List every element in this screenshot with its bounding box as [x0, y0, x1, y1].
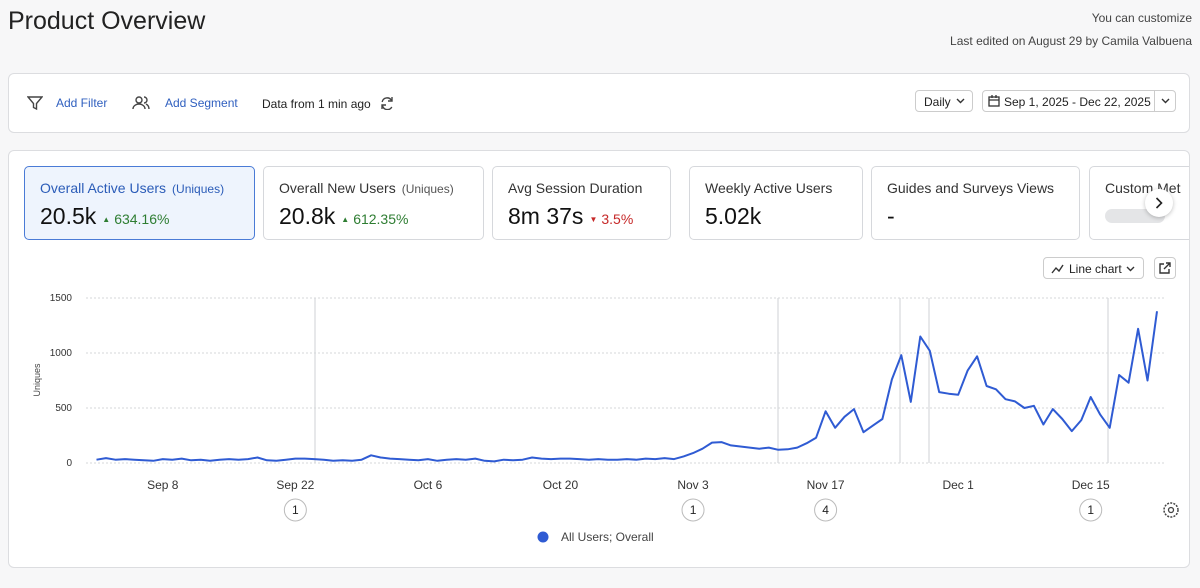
metric-card[interactable]: Weekly Active Users 5.02k	[689, 166, 863, 240]
add-filter[interactable]: Add Filter	[56, 96, 108, 110]
change-text: 634.16%	[114, 211, 170, 227]
date-range-picker[interactable]: Sep 1, 2025 - Dec 22, 2025	[982, 90, 1176, 112]
card-value-text: 20.8k	[279, 203, 336, 229]
customize-note: You can customize	[1091, 11, 1192, 25]
annotation-circle	[1079, 498, 1103, 522]
segment-icon	[132, 96, 150, 110]
x-tick-label: Dec 15	[1072, 478, 1110, 492]
card-value-text: 5.02k	[705, 203, 762, 229]
filter-icon	[27, 96, 43, 111]
annotation-circle	[814, 498, 838, 522]
annotation-count: 1	[690, 503, 697, 517]
card-value: -	[887, 203, 895, 230]
annotation-marker[interactable]: 4	[814, 498, 838, 522]
date-range: Sep 1, 2025 - Dec 22, 2025	[1004, 95, 1151, 109]
legend-label: All Users; Overall	[561, 530, 654, 544]
card-change: ▲ 612.35%	[341, 211, 408, 227]
data-line	[96, 311, 1158, 463]
change-arrow: ▼	[589, 215, 598, 224]
metric-card[interactable]: Overall Active Users (Uniques) 20.5k ▲ 634.1…	[24, 166, 255, 240]
change-arrow: ▲	[341, 215, 350, 224]
card-value-text: -	[887, 203, 895, 229]
y-tick-label: 500	[55, 403, 72, 414]
last-edited: Last edited on August 29 by Camila Valbu…	[950, 34, 1192, 48]
add-segment[interactable]: Add Segment	[165, 96, 238, 110]
settings-icon[interactable]	[1163, 502, 1179, 518]
annotation-count: 1	[1087, 503, 1094, 517]
event-lines	[314, 298, 1109, 463]
chevron	[956, 98, 965, 104]
interval-label: Daily	[924, 95, 951, 109]
card-change: ▼ 3.5%	[589, 211, 633, 227]
chart-panel: Overall Active Users (Uniques) 20.5k ▲ 634.1…	[8, 150, 1190, 568]
card-value-text: 20.5k	[40, 203, 97, 229]
external-icon	[1159, 262, 1171, 274]
divider	[1154, 91, 1155, 111]
card-title: Overall New Users (Uniques)	[279, 180, 454, 196]
change-arrow: ▲	[102, 215, 111, 224]
gear	[1163, 502, 1179, 518]
annotation-marker[interactable]: 1	[1079, 498, 1103, 522]
refresh-icon[interactable]	[380, 96, 394, 110]
metric-cards: Overall Active Users (Uniques) 20.5k ▲ 634.1…	[9, 151, 1189, 251]
card-title-text: Weekly Active Users	[705, 180, 833, 196]
card-qualifier: (Uniques)	[401, 182, 454, 196]
x-tick-label: Sep 8	[147, 478, 179, 492]
change-text: 612.35%	[353, 211, 409, 227]
metric-card[interactable]: Guides and Surveys Views -	[871, 166, 1080, 240]
chart-type-label: Line chart	[1069, 262, 1122, 276]
metric-card[interactable]: Overall New Users (Uniques) 20.8k ▲ 612.35%	[263, 166, 484, 240]
y-tick-label: 1500	[50, 293, 73, 304]
x-tick-label: Nov 17	[807, 478, 845, 492]
gear-center	[1167, 506, 1175, 514]
card-change: ▲ 634.16%	[102, 211, 169, 227]
card-title-text: Avg Session Duration	[508, 180, 643, 196]
annotation-marker[interactable]: 1	[681, 498, 705, 522]
x-tick-label: Nov 3	[677, 478, 709, 492]
card-qualifier: (Uniques)	[172, 182, 225, 196]
interval-dropdown[interactable]: Daily	[915, 90, 973, 112]
line-chart-icon	[1051, 264, 1064, 274]
metric-card[interactable]: Avg Session Duration 8m 37s ▼ 3.5%	[492, 166, 671, 240]
card-title: Weekly Active Users	[705, 180, 832, 196]
chevron	[1126, 266, 1135, 272]
card-value: 20.8k ▲ 612.35%	[279, 203, 408, 230]
x-tick-label: Sep 22	[276, 478, 314, 492]
data-freshness: Data from 1 min ago	[262, 97, 371, 111]
calendar-icon	[988, 95, 1000, 107]
annotation-marker[interactable]: 1	[283, 498, 307, 522]
y-tick-label: 1000	[50, 348, 73, 359]
x-tick-label: Oct 6	[414, 478, 443, 492]
page-title: Product Overview	[8, 7, 206, 35]
open-external-button[interactable]	[1154, 257, 1176, 279]
card-title-text: Guides and Surveys Views	[887, 180, 1055, 196]
card-value: 20.5k ▲ 634.16%	[40, 203, 169, 230]
annotation-circle	[681, 498, 705, 522]
annotation-circle	[283, 498, 307, 522]
y-tick-label: 0	[66, 458, 72, 469]
card-title: Avg Session Duration	[508, 180, 642, 196]
x-tick-label: Dec 1	[942, 478, 974, 492]
card-title: Overall Active Users (Uniques)	[40, 180, 224, 196]
card-value: 8m 37s ▼ 3.5%	[508, 203, 633, 230]
chart-type-dropdown[interactable]: Line chart	[1043, 257, 1144, 279]
card-value-text: 8m 37s	[508, 203, 584, 229]
change-text: 3.5%	[601, 211, 634, 227]
next-cards-button[interactable]	[1145, 189, 1173, 217]
y-axis-label: Uniques	[32, 363, 42, 397]
chevron	[1161, 98, 1170, 104]
x-tick-label: Oct 20	[543, 478, 579, 492]
toolbar: Add Filter Add Segment Data from 1 min a…	[8, 73, 1190, 133]
card-title-text: Overall Active Users	[40, 180, 167, 196]
annotation-count: 4	[822, 503, 829, 517]
card-title-text: Overall New Users	[279, 180, 396, 196]
annotation-count: 1	[292, 503, 299, 517]
legend-marker	[537, 531, 549, 543]
chevron-right	[1155, 197, 1163, 209]
card-title: Guides and Surveys Views	[887, 180, 1054, 196]
card-value: 5.02k	[705, 203, 761, 230]
